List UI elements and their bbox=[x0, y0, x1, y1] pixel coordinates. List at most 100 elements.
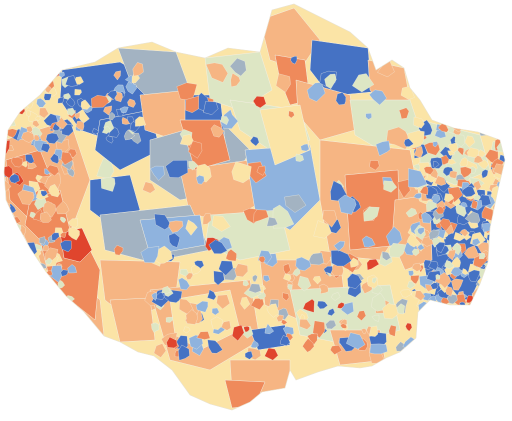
map-region bbox=[132, 62, 144, 77]
map-region bbox=[264, 323, 274, 335]
map-region bbox=[382, 303, 399, 320]
map-region bbox=[256, 165, 266, 176]
map-region bbox=[498, 253, 505, 266]
map-region bbox=[60, 216, 67, 223]
map-region bbox=[403, 138, 414, 147]
map-region bbox=[179, 134, 194, 146]
map-region bbox=[19, 80, 29, 91]
map-region bbox=[10, 232, 19, 241]
map-region bbox=[41, 72, 49, 80]
map-region bbox=[482, 299, 495, 311]
map-region bbox=[471, 199, 478, 209]
map-region bbox=[481, 169, 489, 179]
map-region bbox=[299, 319, 312, 330]
map-region bbox=[490, 247, 500, 256]
map-region bbox=[211, 307, 220, 316]
map-region bbox=[459, 229, 469, 237]
map-region bbox=[398, 107, 410, 119]
map-region bbox=[124, 129, 136, 141]
map-region bbox=[154, 213, 172, 230]
map-region bbox=[323, 266, 333, 274]
map-region bbox=[48, 302, 62, 314]
map-region bbox=[210, 124, 225, 138]
map-region bbox=[131, 73, 140, 84]
map-region bbox=[4, 248, 13, 261]
map-region bbox=[142, 181, 156, 194]
map-region bbox=[388, 324, 397, 337]
map-region bbox=[447, 159, 457, 165]
map-region bbox=[43, 244, 49, 252]
map-region bbox=[44, 247, 59, 262]
map-region bbox=[36, 98, 47, 108]
map-region bbox=[497, 294, 504, 302]
map-region bbox=[179, 269, 189, 277]
map-region bbox=[11, 157, 23, 168]
map-region bbox=[448, 142, 459, 153]
map-region bbox=[59, 227, 93, 263]
map-region bbox=[283, 273, 292, 282]
map-region bbox=[168, 220, 184, 233]
map-region bbox=[478, 149, 486, 158]
map-region bbox=[188, 161, 199, 171]
map-region bbox=[498, 281, 505, 295]
map-region bbox=[48, 290, 59, 301]
map-region bbox=[439, 218, 452, 232]
map-region bbox=[40, 143, 51, 153]
map-region bbox=[14, 249, 19, 256]
map-region bbox=[411, 248, 420, 256]
map-region bbox=[252, 274, 258, 282]
map-region bbox=[43, 93, 52, 101]
map-region bbox=[165, 317, 174, 323]
map-region bbox=[259, 7, 321, 71]
map-region bbox=[91, 95, 110, 108]
map-region bbox=[28, 259, 37, 268]
map-region bbox=[4, 229, 14, 245]
map-region bbox=[179, 298, 194, 315]
map-region bbox=[421, 212, 432, 224]
map-region bbox=[460, 166, 472, 178]
map-region bbox=[185, 219, 198, 236]
map-region bbox=[485, 122, 497, 135]
map-region bbox=[92, 128, 100, 135]
map-region bbox=[232, 324, 245, 342]
map-region bbox=[481, 223, 495, 233]
map-region bbox=[11, 297, 20, 307]
map-region bbox=[216, 294, 231, 310]
map-region bbox=[331, 292, 341, 301]
map-region bbox=[60, 269, 69, 277]
map-region bbox=[135, 116, 146, 127]
map-region bbox=[60, 151, 74, 166]
map-region bbox=[259, 104, 311, 166]
map-region bbox=[312, 320, 326, 339]
map-region bbox=[140, 246, 160, 263]
map-region bbox=[460, 202, 468, 208]
map-region bbox=[40, 296, 55, 310]
map-region bbox=[119, 106, 129, 113]
map-region bbox=[369, 325, 378, 337]
map-region bbox=[207, 339, 223, 354]
map-region bbox=[302, 298, 315, 313]
map-region bbox=[4, 249, 11, 259]
map-region bbox=[60, 240, 72, 253]
map-region bbox=[113, 70, 121, 81]
map-region bbox=[240, 297, 251, 310]
map-region bbox=[356, 310, 367, 321]
map-region bbox=[433, 161, 440, 169]
map-region bbox=[258, 256, 266, 264]
map-region bbox=[9, 173, 20, 184]
map-region bbox=[12, 276, 28, 289]
map-region bbox=[11, 242, 29, 261]
map-region bbox=[338, 194, 357, 215]
map-region bbox=[13, 224, 22, 234]
map-region bbox=[35, 292, 50, 311]
map-region bbox=[153, 343, 167, 358]
map-region bbox=[60, 232, 67, 238]
map-region bbox=[468, 269, 481, 283]
map-region bbox=[434, 175, 447, 186]
map-region bbox=[369, 343, 388, 355]
map-region bbox=[472, 238, 481, 246]
map-region bbox=[461, 186, 476, 197]
map-region bbox=[295, 153, 304, 162]
map-region bbox=[295, 256, 312, 271]
map-region bbox=[307, 252, 325, 266]
